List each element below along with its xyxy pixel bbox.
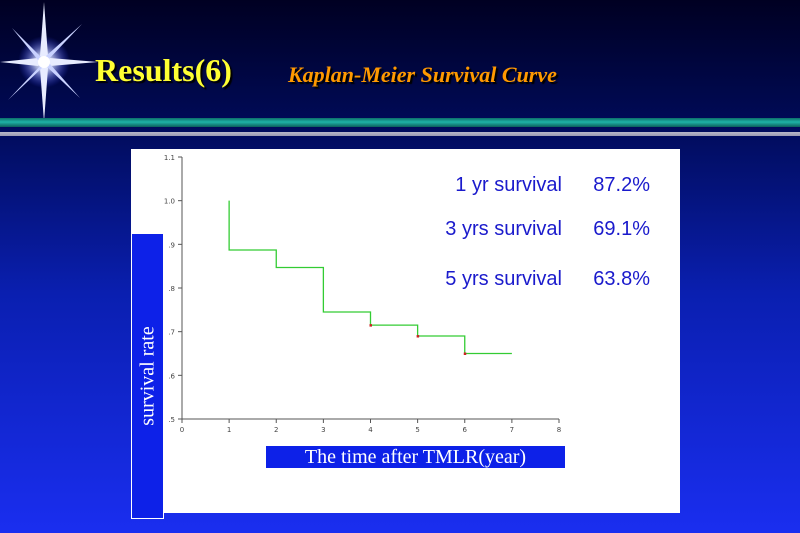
chart-panel: .5.6.7.8.9 1.0 1.1 0 1 2 3 4 5 6 7 8 survival rate … xyxy=(131,149,680,519)
annotation-value: 69.1% xyxy=(593,218,650,240)
censor-mark xyxy=(463,352,467,355)
x-tick-label: 1 xyxy=(227,426,231,434)
censor-mark xyxy=(416,335,420,338)
annotation-value: 87.2% xyxy=(593,174,650,196)
y-tick-label: 1.1 xyxy=(164,154,175,162)
km-chart: .5 .6 .7 .8 .9 1.0 1.1 0 1 2 3 4 5 6 7 8 xyxy=(164,154,561,434)
divider-teal xyxy=(0,118,800,127)
y-tick-label: .5 xyxy=(168,416,175,424)
x-tick-label: 2 xyxy=(274,426,278,434)
star-burst-icon xyxy=(0,2,98,120)
x-tick-label: 8 xyxy=(557,426,561,434)
y-tick-label: .7 xyxy=(168,329,175,337)
annotation-label: 3 yrs survival xyxy=(445,218,562,240)
divider-gray xyxy=(0,132,800,136)
x-tick-label: 6 xyxy=(463,426,468,434)
x-axis-label: The time after TMLR(year) xyxy=(265,445,566,469)
annotation-label: 5 yrs survival xyxy=(445,268,562,290)
x-tick-label: 0 xyxy=(180,426,184,434)
annotation-value: 63.8% xyxy=(593,268,650,290)
annotation-label: 1 yr survival xyxy=(455,174,562,196)
x-tick-label: 4 xyxy=(368,426,373,434)
slide-subtitle: Kaplan-Meier Survival Curve xyxy=(288,62,557,87)
annotation-5yr: 5 yrs survival 63.8% xyxy=(131,268,680,292)
x-tick-label: 5 xyxy=(415,426,419,434)
x-tick-label: 7 xyxy=(510,426,514,434)
y-tick-label: 1.0 xyxy=(164,198,175,206)
y-tick-label: .8 xyxy=(168,285,175,293)
y-tick-label: .9 xyxy=(168,241,175,249)
survival-curve xyxy=(228,200,512,355)
y-axis-label: survival rate xyxy=(136,326,158,426)
y-axis-label-box: survival rate xyxy=(131,233,164,519)
annotation-1yr: 1 yr survival 87.2% xyxy=(131,174,680,198)
censor-mark xyxy=(369,324,372,327)
x-tick-label: 3 xyxy=(321,426,325,434)
annotation-3yr: 3 yrs survival 69.1% xyxy=(131,218,680,242)
slide-title: Results(6) xyxy=(95,52,232,88)
y-tick-label: .6 xyxy=(168,372,175,380)
